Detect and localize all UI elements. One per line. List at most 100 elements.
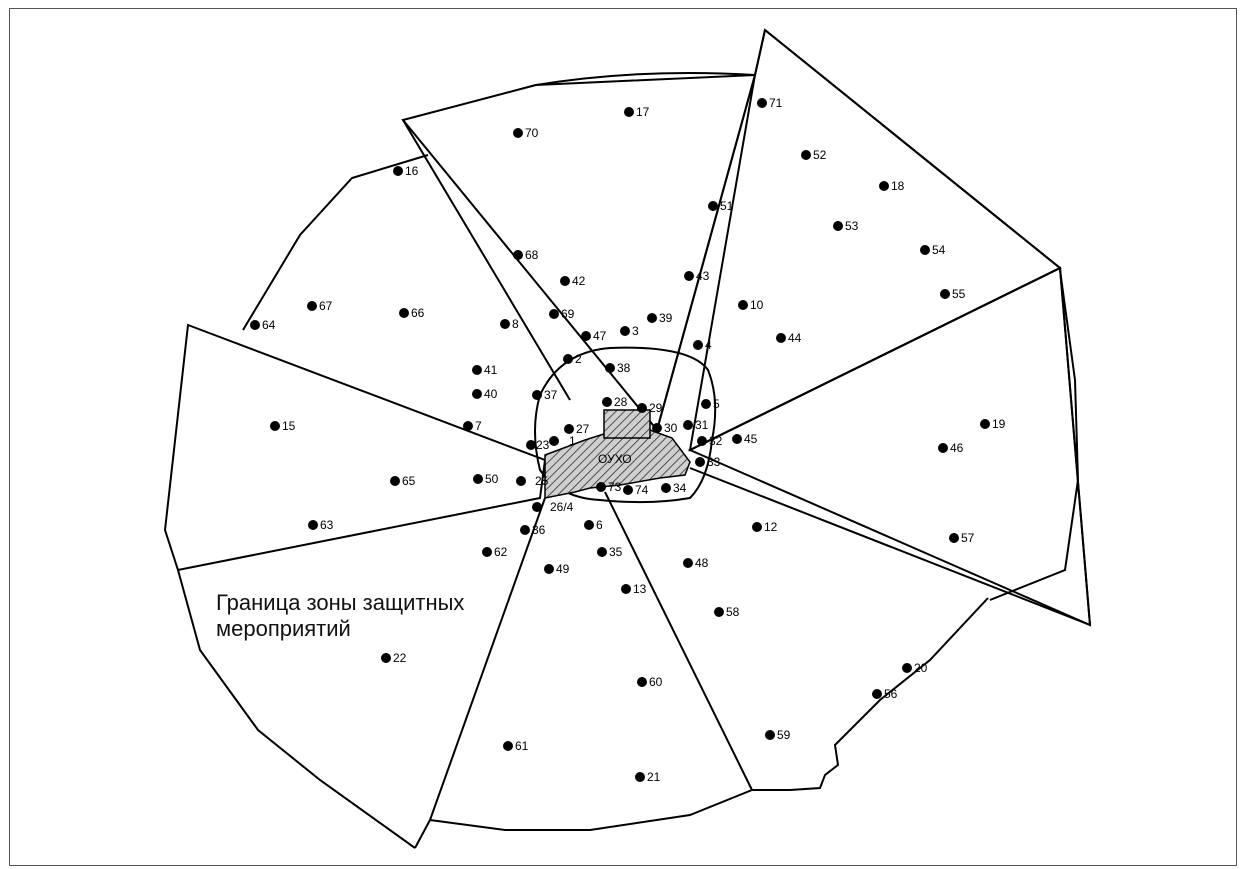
point-marker [503,741,513,751]
point-label: 8 [512,317,519,331]
point-56: 56 [872,687,898,701]
point-marker [472,365,482,375]
point-marker [390,476,400,486]
point-1: 1 [549,434,576,448]
point-8: 8 [500,317,519,331]
point-label: 60 [649,675,663,689]
point-marker [482,547,492,557]
point-label: 46 [950,441,964,455]
point-label: 37 [544,388,558,402]
point-62: 62 [482,545,508,559]
point-label: 17 [636,105,650,119]
point-marker [765,730,775,740]
point-46: 46 [938,441,964,455]
point-3: 3 [620,324,639,338]
point-marker [938,443,948,453]
point-label: 40 [484,387,498,401]
point-label: 34 [673,481,687,495]
point-4: 4 [693,338,712,352]
point-marker [605,363,615,373]
point-42: 42 [560,274,586,288]
point-13: 13 [621,582,647,596]
point-marker [714,607,724,617]
point-marker [624,107,634,117]
point-marker [732,434,742,444]
point-marker [308,520,318,530]
point-label: 13 [633,582,647,596]
point-label: 63 [320,518,334,532]
point-49: 49 [544,562,570,576]
point-26-4: 26/4 [532,500,574,514]
point-label: 35 [609,545,623,559]
point-label: 16 [405,164,419,178]
point-marker [516,476,526,486]
point-marker [526,440,536,450]
point-marker [549,436,559,446]
point-label: 3 [632,324,639,338]
zone-boundary [177,71,1080,849]
point-29: 29 [637,401,663,415]
point-57: 57 [949,531,975,545]
point-label: 26/4 [550,500,574,514]
point-44: 44 [776,331,802,345]
point-label: 2 [575,352,582,366]
point-marker [513,128,523,138]
boundary-arc-s [429,789,753,831]
point-6: 6 [584,518,603,532]
point-label: 28 [614,395,628,409]
point-label: 10 [750,298,764,312]
point-marker [473,474,483,484]
point-label: 48 [695,556,709,570]
point-50: 50 [473,472,499,486]
point-43: 43 [684,269,710,283]
point-58: 58 [714,605,740,619]
point-label: 4 [705,338,712,352]
point-marker [635,772,645,782]
sector-west [163,323,547,572]
point-marker [623,485,633,495]
point-marker [949,533,959,543]
point-label: 19 [992,417,1006,431]
point-label: 18 [891,179,905,193]
point-34: 34 [661,481,687,495]
point-marker [597,547,607,557]
point-18: 18 [879,179,905,193]
point-17: 17 [624,105,650,119]
point-label: 53 [845,219,859,233]
point-label: 43 [696,269,710,283]
point-label: 68 [525,248,539,262]
point-label: 30 [664,421,678,435]
sector-southwest-edge [429,497,546,821]
point-label: 33 [707,455,721,469]
point-64: 64 [250,318,276,332]
point-marker [920,245,930,255]
point-label: 15 [282,419,296,433]
point-label: 39 [659,311,673,325]
point-2: 2 [563,352,582,366]
point-label: 38 [617,361,631,375]
point-marker [738,300,748,310]
point-marker [661,483,671,493]
point-label: 49 [556,562,570,576]
point-marker [307,301,317,311]
point-marker [532,390,542,400]
point-20: 20 [902,661,928,675]
point-25: 25 [516,474,549,488]
facility-label: ОУХО [598,452,632,466]
point-marker [940,289,950,299]
point-33: 33 [695,455,721,469]
point-label: 12 [764,520,778,534]
point-35: 35 [597,545,623,559]
point-marker [647,313,657,323]
point-marker [701,399,711,409]
point-marker [270,421,280,431]
point-label: 61 [515,739,529,753]
point-23: 23 [526,438,550,452]
point-label: 45 [744,432,758,446]
point-marker [596,482,606,492]
point-marker [684,271,694,281]
point-69: 69 [549,307,575,321]
point-label: 57 [961,531,975,545]
point-label: 66 [411,306,425,320]
